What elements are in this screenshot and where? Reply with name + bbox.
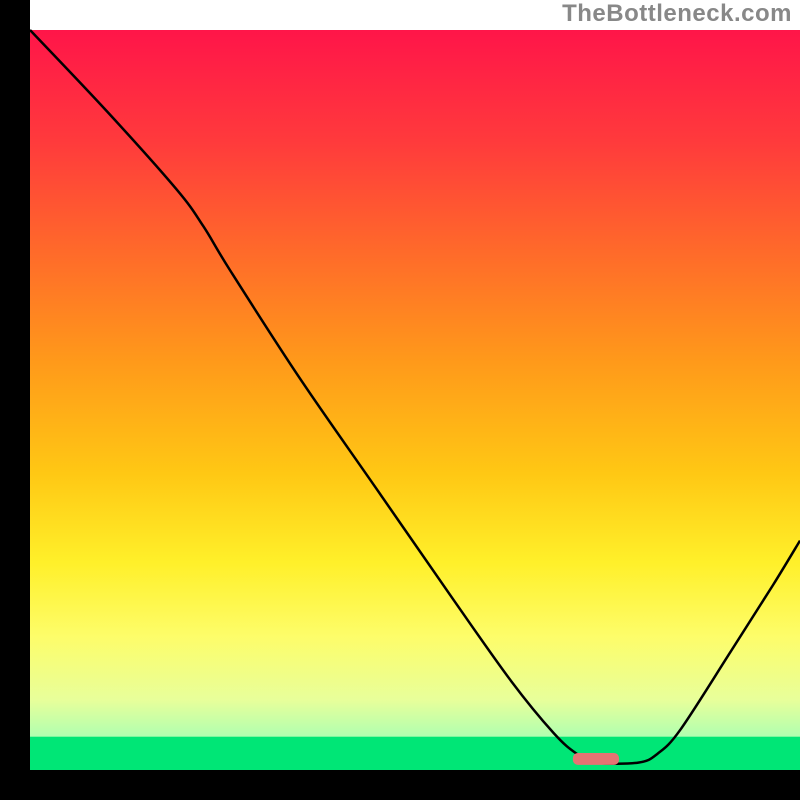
axis-border-bottom [0, 770, 800, 800]
chart-container: TheBottleneck.com [0, 0, 800, 800]
chart-svg [0, 0, 800, 800]
watermark-text: TheBottleneck.com [562, 0, 792, 28]
plot-background [30, 30, 800, 770]
axis-border-left [0, 0, 30, 800]
optimal-marker [573, 753, 619, 765]
green-band [30, 737, 800, 770]
